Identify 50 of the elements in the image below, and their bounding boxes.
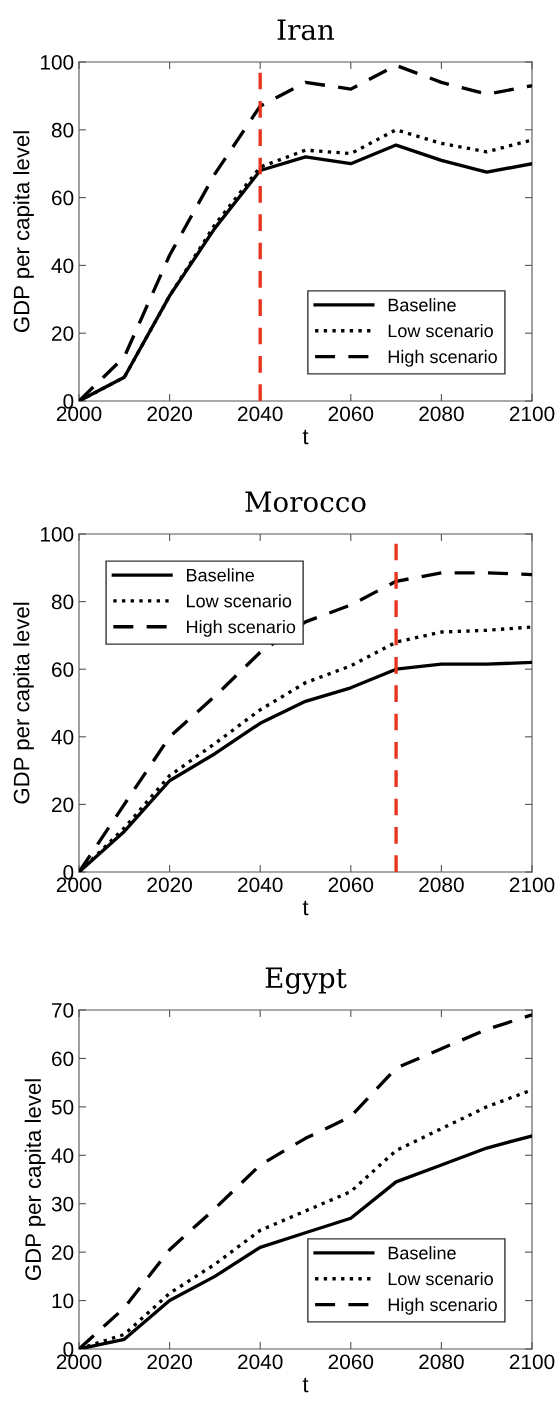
y-tick-label: 40	[51, 729, 74, 745]
y-tick-label: 10	[52, 1293, 74, 1309]
x-axis-title: t	[302, 1377, 309, 1393]
x-tick-label: 2100	[509, 406, 555, 422]
chart-title: Morocco	[245, 491, 366, 513]
x-tick-label: 2020	[147, 877, 192, 893]
x-axis-title: t	[302, 900, 309, 916]
y-tick-label: 30	[51, 1196, 74, 1212]
legend-label: Low scenario	[187, 594, 292, 608]
x-tick-label: 2100	[509, 877, 555, 893]
x-tick-label: 2040	[238, 406, 283, 422]
y-tick-label: 80	[51, 122, 74, 138]
x-tick-label: 2080	[419, 877, 464, 893]
legend-label: High scenario	[187, 620, 296, 637]
x-tick-label: 2060	[328, 877, 374, 893]
x-tick-label: 2040	[238, 877, 283, 893]
x-tick-label: 2020	[147, 406, 192, 422]
x-tick-label: 2020	[147, 1354, 192, 1370]
y-tick-label: 20	[52, 1245, 74, 1260]
legend-label: Baseline	[388, 298, 456, 312]
y-tick-label: 60	[52, 1051, 74, 1067]
x-tick-label: 2080	[419, 406, 464, 422]
x-tick-label: 2080	[419, 1354, 464, 1370]
y-tick-label: 20	[52, 326, 74, 341]
y-tick-label: 60	[52, 190, 74, 206]
y-tick-label: 50	[51, 1099, 74, 1115]
y-tick-label: 80	[51, 594, 74, 610]
chart-title: Iran	[277, 19, 335, 41]
y-axis-title: GDP per capita level	[13, 602, 34, 804]
x-tick-label: 2060	[328, 406, 374, 422]
y-axis-title: GDP per capita level	[24, 1079, 46, 1281]
legend-label: Low scenario	[388, 324, 493, 338]
x-tick-label: 2100	[509, 1354, 555, 1370]
x-tick-label: 2040	[238, 1354, 283, 1370]
y-axis-title: GDP per capita level	[13, 131, 34, 333]
x-axis-title: t	[302, 429, 309, 445]
legend-label: High scenario	[388, 1297, 497, 1315]
legend-label: High scenario	[388, 349, 497, 367]
y-tick-label: 20	[52, 797, 74, 813]
legend-label: Baseline	[187, 568, 254, 582]
y-tick-label: 100	[40, 527, 74, 542]
y-tick-label: 40	[51, 1148, 74, 1164]
legend-label: Baseline	[388, 1246, 456, 1260]
legend-label: Low scenario	[388, 1272, 493, 1286]
x-tick-label: 2060	[328, 1354, 374, 1370]
y-tick-label: 70	[52, 1003, 74, 1018]
y-tick-label: 60	[52, 662, 74, 677]
y-tick-label: 40	[51, 258, 74, 274]
y-tick-label: 100	[40, 55, 74, 70]
chart-title: Egypt	[265, 967, 347, 994]
